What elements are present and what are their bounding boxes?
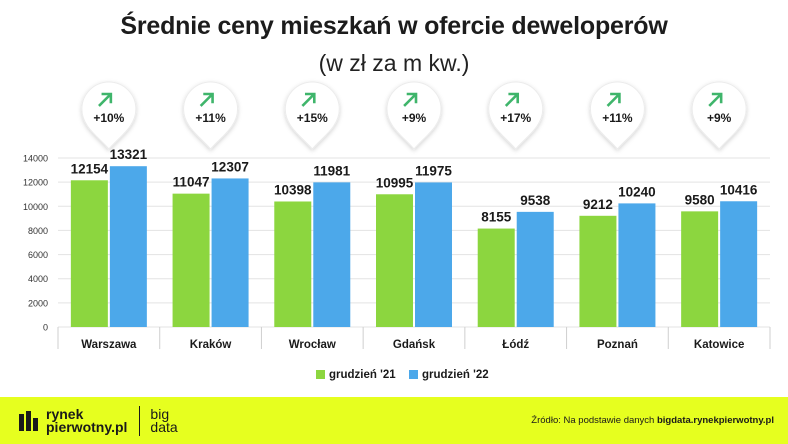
- arrow-up-right-icon: [301, 92, 316, 107]
- bar-dec21: [172, 193, 210, 327]
- source-note: Źródło: Na podstawie danych bigdata.ryne…: [531, 415, 774, 426]
- bar-dec22: [109, 166, 147, 327]
- bigdata-line2: data: [150, 419, 178, 435]
- bar-dec22: [516, 211, 554, 327]
- change-badge: +9%: [691, 81, 747, 150]
- badge-pin: [386, 81, 442, 150]
- arrow-up-right-icon: [403, 92, 418, 107]
- arrow-up-right-icon: [199, 92, 214, 107]
- x-tick-label: Poznań: [597, 339, 638, 351]
- data-label: 10995: [376, 175, 414, 190]
- y-tick-label: 4000: [28, 274, 48, 284]
- legend-swatch: [409, 370, 418, 379]
- rynekpierwotny-logo[interactable]: rynek pierwotny.pl big data: [18, 406, 178, 436]
- badge-pin: [691, 81, 747, 150]
- legend-label: grudzień '22: [422, 369, 489, 381]
- bar-dec22: [313, 182, 351, 327]
- x-tick-label: Katowice: [694, 339, 745, 351]
- arrow-up-right-icon: [98, 92, 113, 107]
- chart-title: Średnie ceny mieszkań w ofercie dewelope…: [120, 12, 668, 40]
- data-label: 12154: [71, 161, 109, 176]
- x-tick-label: Łódź: [502, 339, 529, 351]
- arrow-up-right-icon: [708, 92, 723, 107]
- badge-pin: [81, 81, 137, 150]
- change-badge: +11%: [589, 81, 645, 150]
- change-label: +17%: [500, 111, 531, 125]
- data-label: 10398: [274, 182, 312, 197]
- data-label: 9212: [583, 197, 613, 212]
- change-badge: +9%: [386, 81, 442, 150]
- data-label: 10240: [618, 184, 656, 199]
- x-tick-label: Kraków: [190, 339, 232, 351]
- bar-dec21: [376, 194, 413, 327]
- change-badge: +15%: [284, 81, 340, 150]
- change-label: +9%: [707, 111, 732, 125]
- data-label: 11981: [313, 163, 350, 178]
- bar-dec21: [70, 180, 108, 327]
- y-tick-label: 0: [43, 323, 48, 333]
- change-label: +9%: [402, 111, 427, 125]
- data-label: 8155: [481, 210, 512, 225]
- bar-dec22: [618, 203, 656, 327]
- bar-dec22: [211, 178, 249, 327]
- x-tick-label: Wrocław: [289, 339, 336, 351]
- legend-label: grudzień '21: [329, 369, 396, 381]
- bar-dec21: [579, 215, 617, 327]
- data-label: 11047: [173, 175, 210, 190]
- footer-bar: rynek pierwotny.pl big data Źródło: Na p…: [0, 397, 788, 444]
- arrow-up-right-icon: [606, 92, 621, 107]
- y-tick-label: 6000: [28, 250, 48, 260]
- change-label: +10%: [93, 111, 124, 125]
- x-tick-label: Gdańsk: [393, 339, 436, 351]
- bar-dec21: [274, 201, 312, 327]
- change-label: +11%: [195, 111, 226, 125]
- badge-pin: [589, 81, 645, 150]
- change-badge: +10%: [81, 81, 137, 150]
- arrow-up-right-icon: [504, 92, 520, 107]
- legend-swatch: [316, 370, 325, 379]
- bar-dec22: [720, 201, 758, 327]
- data-label: 9538: [520, 193, 551, 208]
- bar-dec21: [681, 211, 719, 327]
- change-label: +11%: [602, 111, 633, 125]
- data-label: 10416: [720, 182, 758, 197]
- logo-line1: rynek: [46, 406, 84, 422]
- chart-subtitle: (w zł za m kw.): [318, 50, 470, 76]
- change-label: +15%: [297, 111, 328, 125]
- y-tick-label: 10000: [23, 202, 48, 212]
- y-tick-label: 8000: [28, 226, 48, 236]
- data-label: 13321: [110, 147, 148, 162]
- bar-dec22: [415, 182, 452, 327]
- data-label: 12307: [211, 159, 249, 174]
- data-label: 9580: [685, 192, 715, 207]
- y-tick-label: 2000: [28, 298, 48, 308]
- badge-pin: [183, 81, 239, 150]
- badge-pin: [284, 81, 340, 150]
- bar-dec21: [477, 228, 515, 327]
- source-prefix: Źródło: Na podstawie danych: [531, 415, 655, 426]
- logo-divider: [139, 406, 141, 436]
- source-link[interactable]: bigdata.rynekpierwotny.pl: [656, 415, 774, 426]
- logo-line2: pierwotny.pl: [46, 419, 128, 435]
- x-tick-label: Warszawa: [81, 339, 137, 351]
- badge-pin: [488, 81, 544, 150]
- y-tick-label: 12000: [23, 178, 48, 188]
- bar-chart: 0 2000 4000 6000 8000 10000 12000 14000 12154133…: [23, 81, 771, 381]
- y-tick-label: 14000: [23, 154, 48, 164]
- bigdata-line1: big: [150, 406, 170, 422]
- data-label: 11975: [415, 163, 452, 178]
- change-badge: +11%: [183, 81, 239, 150]
- logo-mark-icon: [18, 410, 40, 432]
- change-badge: +17%: [488, 81, 544, 150]
